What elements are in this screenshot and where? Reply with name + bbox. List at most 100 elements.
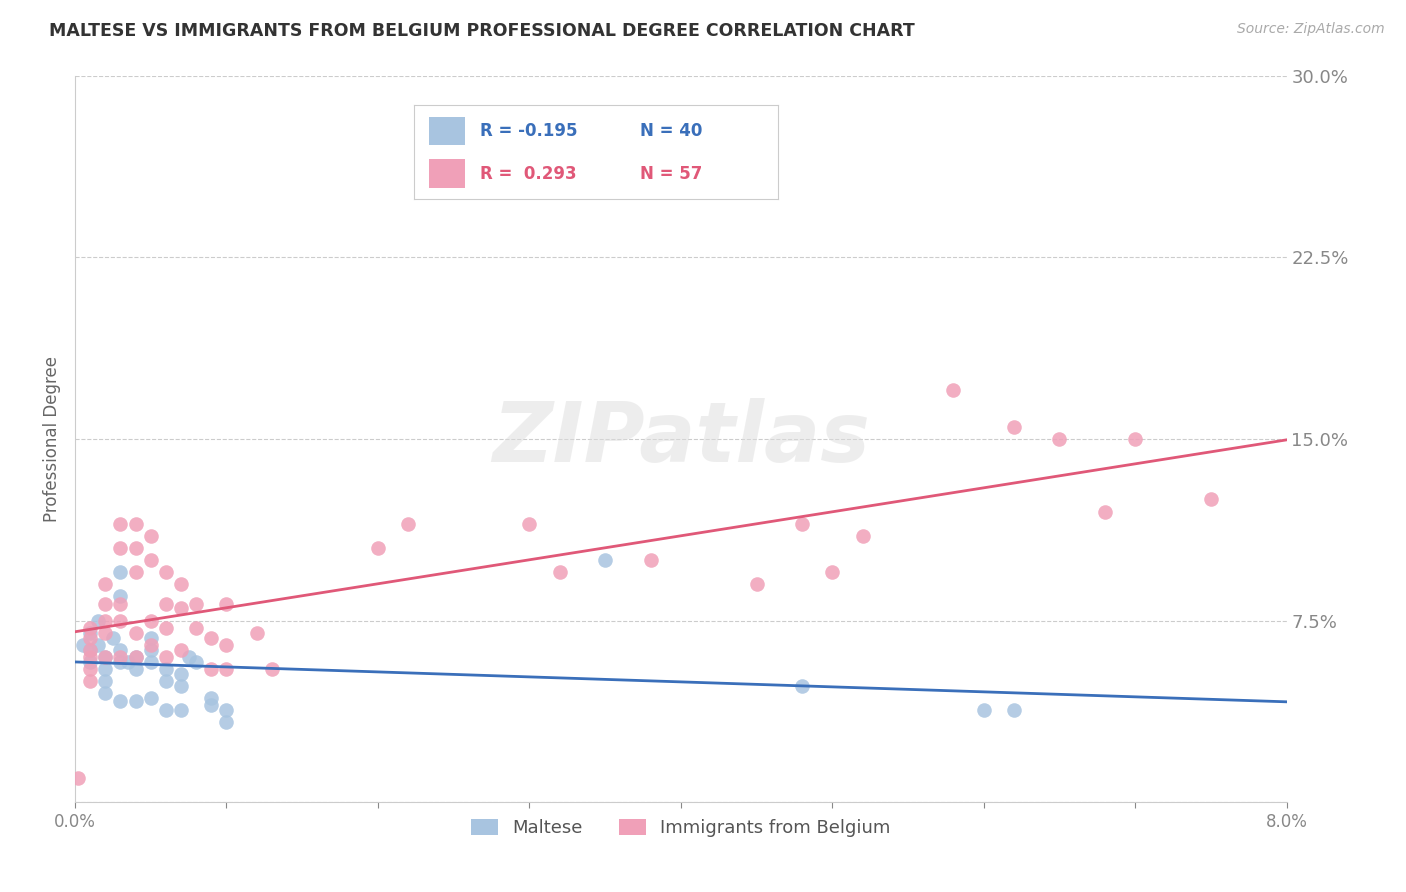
- Point: [79, 621, 101, 635]
- Point: [94, 649, 117, 664]
- Point: [110, 642, 132, 657]
- Point: [1094, 505, 1116, 519]
- Point: [94, 674, 117, 689]
- Point: [124, 693, 146, 707]
- Point: [821, 565, 844, 579]
- Point: [79, 642, 101, 657]
- Point: [79, 625, 101, 640]
- Point: [67, 771, 90, 785]
- Point: [79, 655, 101, 669]
- Point: [200, 631, 222, 645]
- Point: [110, 516, 132, 531]
- Point: [87, 638, 110, 652]
- Point: [110, 565, 132, 579]
- Point: [1199, 492, 1222, 507]
- Point: [517, 516, 540, 531]
- Point: [640, 553, 662, 567]
- Point: [1002, 703, 1025, 717]
- Point: [94, 614, 117, 628]
- Point: [94, 625, 117, 640]
- Point: [973, 703, 995, 717]
- Point: [94, 662, 117, 676]
- Point: [790, 679, 813, 693]
- Point: [215, 715, 238, 730]
- Point: [155, 649, 177, 664]
- Point: [170, 703, 193, 717]
- Y-axis label: Professional Degree: Professional Degree: [44, 356, 60, 522]
- Point: [79, 642, 101, 657]
- Point: [87, 614, 110, 628]
- Point: [139, 638, 162, 652]
- Point: [170, 601, 193, 615]
- Point: [110, 590, 132, 604]
- Point: [124, 541, 146, 555]
- Point: [94, 686, 117, 700]
- Point: [124, 625, 146, 640]
- Point: [170, 642, 193, 657]
- Point: [1123, 432, 1146, 446]
- Point: [110, 693, 132, 707]
- Point: [117, 655, 139, 669]
- Point: [1002, 419, 1025, 434]
- Point: [186, 597, 208, 611]
- Point: [170, 679, 193, 693]
- Point: [155, 565, 177, 579]
- Point: [94, 577, 117, 591]
- Point: [110, 614, 132, 628]
- Point: [139, 631, 162, 645]
- Point: [215, 662, 238, 676]
- Point: [110, 649, 132, 664]
- Point: [790, 516, 813, 531]
- Point: [593, 553, 616, 567]
- Point: [124, 516, 146, 531]
- Text: Source: ZipAtlas.com: Source: ZipAtlas.com: [1237, 22, 1385, 37]
- Point: [139, 655, 162, 669]
- Point: [367, 541, 389, 555]
- Point: [170, 666, 193, 681]
- Point: [177, 649, 200, 664]
- Point: [170, 577, 193, 591]
- Point: [124, 565, 146, 579]
- Point: [139, 691, 162, 706]
- Point: [79, 649, 101, 664]
- Point: [155, 703, 177, 717]
- Point: [79, 662, 101, 676]
- Point: [396, 516, 419, 531]
- Point: [110, 541, 132, 555]
- Point: [200, 691, 222, 706]
- Point: [79, 631, 101, 645]
- Point: [246, 625, 269, 640]
- Point: [124, 649, 146, 664]
- Point: [139, 642, 162, 657]
- Point: [94, 649, 117, 664]
- Point: [155, 621, 177, 635]
- Text: MALTESE VS IMMIGRANTS FROM BELGIUM PROFESSIONAL DEGREE CORRELATION CHART: MALTESE VS IMMIGRANTS FROM BELGIUM PROFE…: [49, 22, 915, 40]
- Point: [139, 553, 162, 567]
- Point: [942, 384, 965, 398]
- Point: [79, 674, 101, 689]
- Point: [548, 565, 571, 579]
- Point: [200, 662, 222, 676]
- Point: [745, 577, 768, 591]
- Point: [124, 662, 146, 676]
- Point: [260, 662, 283, 676]
- Point: [186, 621, 208, 635]
- Point: [155, 674, 177, 689]
- Point: [186, 655, 208, 669]
- Point: [110, 597, 132, 611]
- Point: [200, 698, 222, 713]
- Point: [851, 529, 873, 543]
- Point: [110, 655, 132, 669]
- Point: [155, 597, 177, 611]
- Text: ZIPatlas: ZIPatlas: [492, 399, 870, 479]
- Point: [101, 631, 124, 645]
- Point: [94, 597, 117, 611]
- Point: [1047, 432, 1070, 446]
- Point: [215, 703, 238, 717]
- Point: [155, 662, 177, 676]
- Point: [72, 638, 94, 652]
- Point: [215, 597, 238, 611]
- Legend: Maltese, Immigrants from Belgium: Maltese, Immigrants from Belgium: [464, 812, 898, 844]
- Point: [139, 529, 162, 543]
- Point: [139, 614, 162, 628]
